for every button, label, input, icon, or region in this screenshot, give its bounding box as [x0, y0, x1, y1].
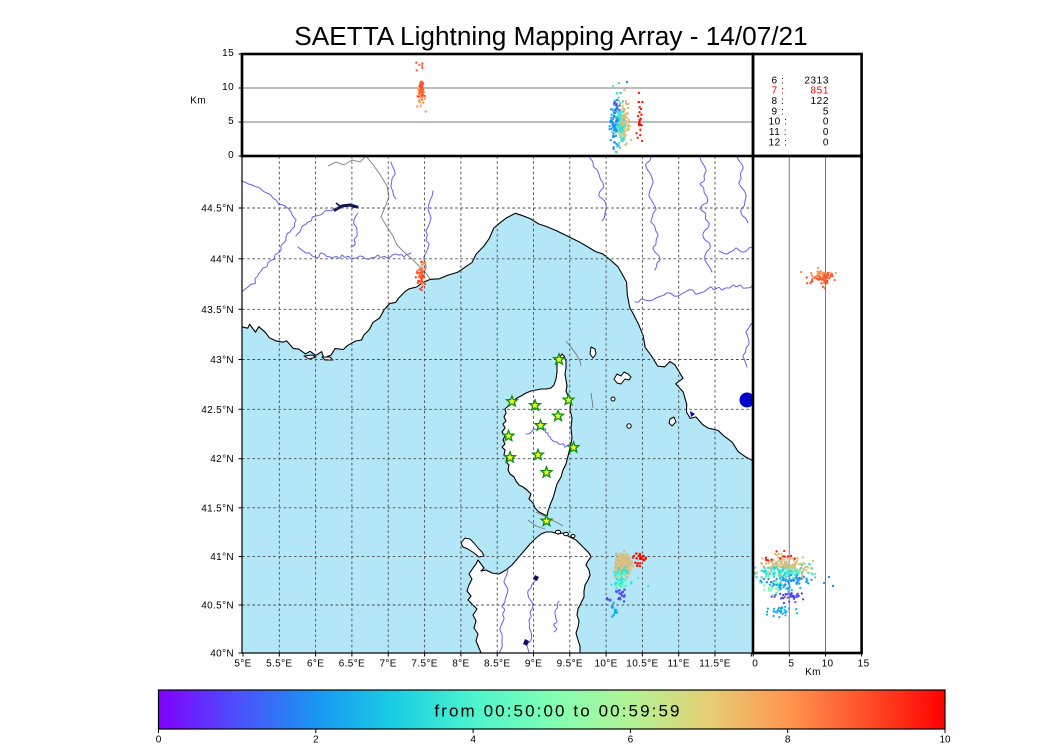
svg-text:2: 2 — [313, 735, 319, 746]
svg-text:from 00:50:00 to 00:59:59: from 00:50:00 to 00:59:59 — [434, 702, 681, 721]
svg-text:11.5°E: 11.5°E — [699, 659, 731, 670]
svg-text:42°N: 42°N — [210, 454, 234, 465]
svg-text:9.5°E: 9.5°E — [557, 659, 583, 670]
svg-text:851: 851 — [811, 86, 830, 97]
svg-text:8.5°E: 8.5°E — [484, 659, 510, 670]
svg-text:6 :: 6 : — [772, 75, 785, 86]
svg-text:8 :: 8 : — [772, 96, 785, 107]
svg-text:10: 10 — [939, 735, 951, 746]
svg-text:122: 122 — [811, 96, 830, 107]
svg-text:5: 5 — [823, 106, 829, 117]
svg-text:9°E: 9°E — [525, 659, 542, 670]
svg-text:4: 4 — [470, 735, 476, 746]
svg-text:0: 0 — [823, 137, 829, 148]
svg-text:Km: Km — [190, 96, 206, 107]
svg-text:0: 0 — [228, 150, 234, 161]
svg-text:0: 0 — [156, 735, 162, 746]
svg-text:11°E: 11°E — [667, 659, 689, 670]
svg-text:6.5°E: 6.5°E — [339, 659, 365, 670]
svg-text:7°E: 7°E — [380, 659, 397, 670]
svg-text:0: 0 — [823, 117, 829, 128]
svg-text:5: 5 — [228, 116, 234, 127]
svg-text:8: 8 — [785, 735, 791, 746]
svg-text:42.5°N: 42.5°N — [201, 405, 234, 416]
svg-text:43.5°N: 43.5°N — [201, 305, 234, 316]
svg-text:10°E: 10°E — [594, 659, 617, 670]
svg-text:44.5°N: 44.5°N — [201, 204, 234, 215]
svg-text:43°N: 43°N — [210, 355, 234, 366]
svg-text:11 :: 11 : — [769, 127, 787, 138]
svg-text:40°N: 40°N — [210, 649, 234, 660]
svg-text:6°E: 6°E — [307, 659, 324, 670]
svg-text:15: 15 — [858, 659, 870, 670]
svg-text:41.5°N: 41.5°N — [201, 503, 234, 514]
svg-text:SAETTA Lightning Mapping Array: SAETTA Lightning Mapping Array - 14/07/2… — [294, 21, 807, 51]
svg-text:10: 10 — [822, 659, 834, 670]
svg-text:10: 10 — [222, 82, 234, 93]
svg-text:40.5°N: 40.5°N — [201, 601, 234, 612]
svg-text:12 :: 12 : — [768, 137, 787, 148]
svg-text:44°N: 44°N — [210, 254, 234, 265]
svg-text:7.5°E: 7.5°E — [411, 659, 437, 670]
svg-text:6: 6 — [628, 735, 634, 746]
svg-text:15: 15 — [222, 48, 234, 59]
svg-text:10.5°E: 10.5°E — [626, 659, 658, 670]
svg-text:5: 5 — [788, 659, 794, 670]
svg-text:2313: 2313 — [804, 75, 829, 86]
svg-text:10 :: 10 : — [768, 117, 787, 128]
svg-text:7 :: 7 : — [772, 86, 785, 97]
svg-text:41°N: 41°N — [210, 552, 234, 563]
svg-text:9 :: 9 : — [772, 106, 785, 117]
svg-text:Km: Km — [805, 667, 821, 678]
svg-text:5.5°E: 5.5°E — [266, 659, 292, 670]
svg-text:0: 0 — [823, 127, 829, 138]
svg-text:0: 0 — [752, 659, 758, 670]
svg-text:5°E: 5°E — [234, 659, 251, 670]
svg-text:8°E: 8°E — [452, 659, 469, 670]
